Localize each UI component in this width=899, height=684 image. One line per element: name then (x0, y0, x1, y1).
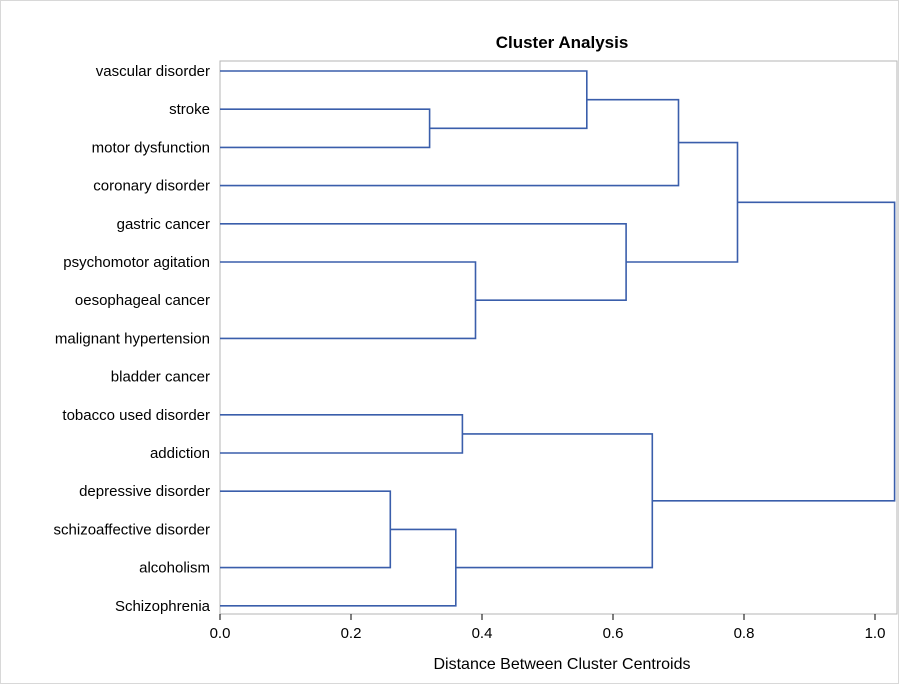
x-tick-label: 0.6 (603, 625, 624, 642)
dendrogram-branches (220, 70, 896, 607)
dendrogram-link (220, 98, 680, 187)
dendrogram-link (220, 70, 588, 130)
leaf-label: oesophageal cancer (75, 292, 210, 309)
leaf-label: schizoaffective disorder (54, 521, 210, 538)
dendrogram-link (220, 490, 392, 569)
leaf-label: vascular disorder (96, 63, 210, 80)
leaf-labels: vascular disorder stroke motor dysfunction… (54, 63, 211, 615)
x-tick-label: 0.0 (210, 625, 231, 642)
dendrogram-link (652, 201, 896, 502)
leaf-label: depressive disorder (79, 483, 210, 500)
chart-title: Cluster Analysis (496, 33, 629, 52)
dendrogram-link (220, 108, 431, 149)
x-axis: 0.0 0.2 0.4 0.6 0.8 1.0 (210, 614, 886, 642)
leaf-label: Schizophrenia (115, 598, 211, 615)
x-axis-label: Distance Between Cluster Centroids (433, 656, 690, 673)
leaf-label: addiction (150, 445, 210, 462)
leaf-label: gastric cancer (117, 216, 210, 233)
x-tick-label: 0.8 (734, 625, 755, 642)
leaf-label: stroke (169, 101, 210, 118)
leaf-label: motor dysfunction (92, 139, 210, 156)
dendrogram-link (455, 433, 654, 569)
leaf-label: coronary disorder (93, 178, 210, 195)
leaf-label: psychomotor agitation (63, 254, 210, 271)
dendrogram-link (626, 141, 739, 263)
x-tick-label: 1.0 (865, 625, 886, 642)
plot-frame (219, 60, 898, 615)
dendrogram-link (220, 413, 464, 454)
x-tick-label: 0.4 (472, 625, 493, 642)
x-tick-label: 0.2 (341, 625, 362, 642)
leaf-label: tobacco used disorder (62, 407, 210, 424)
leaf-label: bladder cancer (111, 369, 210, 386)
leaf-label: alcoholism (139, 560, 210, 577)
dendrogram-link (220, 261, 477, 340)
leaf-label: malignant hypertension (55, 330, 210, 347)
